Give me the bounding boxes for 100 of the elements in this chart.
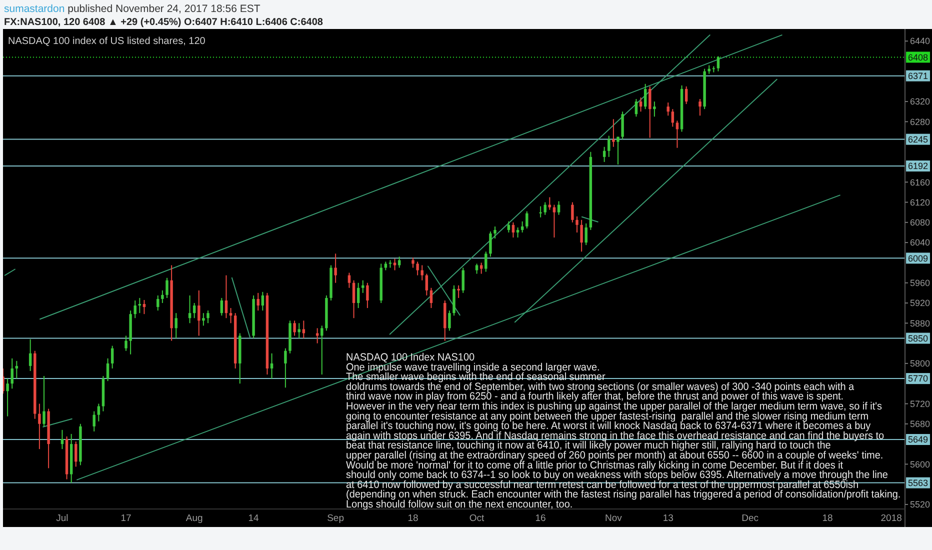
x-tick-label: 17 (120, 513, 132, 524)
ref-line-label: 5770 (908, 374, 928, 384)
candlestick (616, 136, 620, 165)
candlestick (298, 322, 300, 339)
candlestick (302, 320, 306, 339)
candlestick (639, 97, 642, 112)
ref-line-label: 6245 (908, 134, 928, 144)
candlestick (192, 302, 196, 319)
candlestick (6, 378, 9, 417)
candlestick (110, 345, 114, 369)
candlestick (412, 257, 414, 268)
y-tick-label: 5520 (910, 500, 930, 510)
y-tick-label: 5960 (910, 278, 930, 288)
candlestick (430, 287, 433, 309)
y-tick-label: 6040 (910, 238, 930, 248)
candlestick (634, 98, 638, 118)
ref-line-label: 5563 (908, 478, 928, 488)
y-tick-label: 5880 (910, 318, 930, 328)
y-tick-label: 6280 (910, 116, 930, 127)
candlestick (270, 352, 274, 380)
candlestick (356, 282, 360, 309)
candlestick (398, 256, 401, 268)
candlestick (362, 280, 364, 294)
candlestick (608, 135, 610, 158)
candlestick (334, 253, 337, 284)
candlestick (676, 120, 679, 148)
text: NASDAQ 100 index of US listed shares, 120 (8, 36, 206, 47)
x-tick-label: 18 (822, 513, 833, 524)
x-tick-label: Sep (327, 513, 344, 524)
candlestick (420, 264, 424, 281)
candlestick (612, 118, 615, 148)
x-tick-label: 2018 (880, 513, 902, 524)
chart-subtitle: FX:NAS100, 120 6408 ▲ +29 (+0.45%) O:6407 H:6410 L:6406 C:6408 (4, 17, 324, 28)
text: sumastardon published November 24, 2017 18:56 EST (4, 3, 261, 15)
candlestick (425, 273, 428, 296)
candlestick (124, 335, 128, 352)
candlestick (539, 206, 542, 218)
y-tick-label: 6160 (910, 177, 930, 188)
x-tick-label: 18 (408, 513, 418, 524)
ref-line-label: 6408 (908, 52, 928, 62)
candlestick (416, 261, 419, 276)
candlestick (42, 376, 46, 427)
candlestick (142, 299, 146, 315)
candlestick (106, 358, 110, 382)
x-tick-label: Nov (604, 513, 622, 524)
candlestick (557, 200, 560, 216)
y-tick-label: 6440 (910, 36, 930, 46)
candlestick (571, 202, 574, 223)
candlestick (224, 274, 228, 319)
y-tick-label: 6080 (910, 218, 930, 228)
candlestick (544, 202, 546, 216)
candlestick (507, 220, 510, 233)
y-tick-label: 6320 (910, 96, 930, 107)
candlestick (644, 83, 647, 110)
candlestick (457, 284, 460, 298)
candlestick (256, 292, 260, 312)
candlestick (576, 216, 578, 233)
x-tick-label: Oct (469, 513, 485, 524)
y-tick-label: 5920 (910, 298, 930, 308)
candlestick (156, 294, 160, 312)
candlestick (698, 98, 702, 116)
candlestick (480, 262, 483, 274)
candlestick (512, 222, 515, 238)
candlestick (206, 310, 210, 324)
candlestick (584, 222, 588, 246)
candlestick (293, 320, 296, 336)
y-tick-label: 5800 (910, 358, 930, 369)
candlestick (653, 101, 656, 118)
candlestick (684, 86, 688, 105)
candlestick (489, 230, 492, 258)
candlestick (348, 272, 351, 288)
candlestick (60, 429, 64, 450)
candlestick (475, 263, 478, 274)
candlestick (320, 325, 324, 376)
candlestick (161, 290, 164, 304)
y-tick-label: 5680 (910, 419, 930, 430)
ref-line-label: 5850 (908, 333, 928, 344)
x-tick-label: Aug (186, 513, 203, 524)
y-tick-label: 5720 (910, 398, 930, 409)
candlestick (552, 204, 556, 238)
candlestick (484, 251, 488, 272)
candlestick (716, 56, 720, 72)
candlestick (648, 86, 652, 138)
ref-line-label: 5649 (908, 434, 928, 445)
candlestick (28, 338, 32, 372)
candlestick (352, 280, 356, 319)
candlestick (671, 108, 674, 128)
candlestick (174, 312, 178, 339)
candlestick (10, 358, 14, 390)
candlestick (38, 403, 41, 450)
candlestick (92, 410, 96, 432)
candlestick (198, 290, 200, 336)
candlestick (134, 300, 136, 319)
x-tick-label: Jul (56, 513, 68, 524)
candlestick (602, 146, 606, 162)
candlestick (621, 111, 624, 140)
candlestick (261, 291, 264, 312)
candlestick (220, 297, 224, 316)
candlestick (462, 267, 464, 294)
x-tick-label: 14 (248, 513, 259, 524)
